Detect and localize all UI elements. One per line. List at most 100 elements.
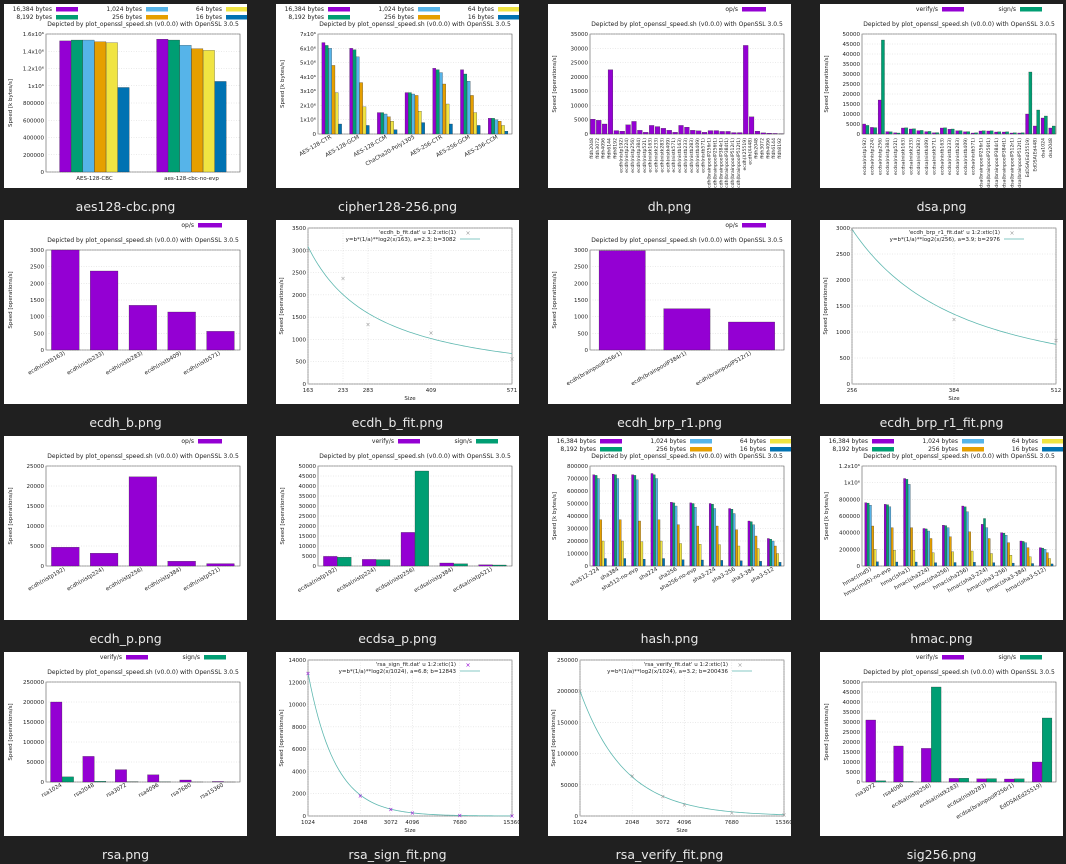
x-tick-label: ecdh(nistb163) — [677, 138, 683, 173]
bar — [1014, 779, 1024, 782]
x-tick-label: ecdh(nistp521) — [642, 138, 648, 173]
thumbnail-cipher128-256[interactable]: 16,384 bytes 1,024 bytes 64 bytes 8,192 byt… — [276, 4, 519, 188]
file-name-label[interactable]: rsa_verify_fit.png — [550, 847, 790, 862]
bar — [982, 131, 985, 134]
bar — [639, 521, 641, 566]
thumbnail-hmac[interactable]: 16,384 bytes 1,024 bytes 64 bytes 8,192 byt… — [820, 436, 1063, 620]
y-tick-label: 2500 — [836, 252, 850, 258]
bar — [716, 526, 718, 566]
bar — [767, 539, 769, 567]
x-tick-label: ffdh2048 — [754, 138, 760, 159]
thumbnail-rsa_sign_fit[interactable]: 'rsa_sign_fit.dat' u 1:2:xtic(1) × y=b*(1/… — [276, 652, 519, 836]
bar — [930, 539, 932, 567]
bar — [323, 556, 337, 566]
y-tick-label: 1500 — [836, 304, 850, 310]
bar — [906, 479, 908, 566]
bar — [394, 130, 397, 134]
file-name-label[interactable]: ecdh_brp_r1.png — [550, 415, 790, 430]
thumbnail-ecdsa_p[interactable]: verify/s sign/s Depicted by plot_openssl_s… — [276, 436, 519, 620]
file-name-label[interactable]: hmac.png — [822, 631, 1062, 646]
file-name-label[interactable]: ecdh_b.png — [6, 415, 246, 430]
bar — [418, 111, 421, 134]
file-name-label[interactable]: dsa.png — [822, 199, 1062, 214]
y-tick-label: 5000 — [574, 118, 588, 124]
chart-image: verify/s sign/sDepicted by plot_openssl_s… — [820, 652, 1063, 836]
x-tick-label: ecdsa(nistp384) — [885, 138, 891, 175]
bar — [619, 520, 621, 566]
data-point: × — [388, 806, 393, 813]
file-name-label[interactable]: ecdh_p.png — [6, 631, 246, 646]
bar — [732, 133, 737, 134]
y-tick-label: 0 — [313, 132, 317, 138]
bar — [743, 45, 748, 134]
bar — [90, 271, 118, 350]
legend-label: 256 bytes — [112, 14, 142, 21]
file-name-label[interactable]: ecdh_b_fit.png — [278, 415, 518, 430]
y-tick-label: 200000 — [557, 689, 578, 695]
bar — [893, 550, 895, 566]
y-tick-label: 45000 — [843, 42, 861, 48]
y-tick-label: 250000 — [23, 680, 44, 686]
bar — [904, 781, 914, 782]
x-tick-label: ecdsa(nistp256) — [877, 138, 883, 175]
bar — [632, 121, 637, 134]
bar — [987, 131, 990, 134]
x-tick-label: ecdh(nistb163) — [27, 351, 66, 377]
x-axis-label: Size — [948, 396, 960, 402]
thumbnail-ecdh_b_fit[interactable]: 'ecdh_b_fit.dat' u 1:2:xtic(1) × y=b*(1/a)… — [276, 220, 519, 404]
y-tick-label: 2x10⁶ — [300, 102, 317, 109]
x-tick-label: ecdsa(brainpoolP384r1) — [994, 138, 1000, 188]
bar — [168, 40, 179, 172]
thumbnail-ecdh_b[interactable]: op/s Depicted by plot_openssl_speed.sh (v… — [4, 220, 247, 404]
bar — [677, 525, 679, 566]
file-name-label[interactable]: rsa.png — [6, 847, 246, 862]
thumbnail-rsa[interactable]: verify/s sign/s Depicted by plot_openssl_s… — [4, 652, 247, 836]
data-point: × — [428, 330, 433, 337]
thumbnail-ecdh_brp_r1_fit[interactable]: 'ecdh_brp_r1_fit.dat' u 1:2:xtic(1) × y=b*… — [820, 220, 1063, 404]
bar — [653, 475, 655, 566]
y-tick-label: 25000 — [27, 464, 45, 470]
y-tick-label: 3000 — [574, 248, 588, 254]
y-tick-label: 200000 — [839, 547, 860, 553]
x-tick-label: dsa1024 — [1040, 138, 1046, 158]
legend-label: 'rsa_sign_fit.dat' u 1:2:xtic(1) — [376, 662, 456, 668]
thumbnail-aes128-cbc[interactable]: 16,384 bytes 1,024 bytes 64 bytes 8,192 byt… — [4, 4, 247, 188]
thumbnail-rsa_verify_fit[interactable]: 'rsa_verify_fit.dat' u 1:2:xtic(1) × y=b*(… — [548, 652, 791, 836]
legend-label: verify/s — [916, 654, 938, 661]
file-name-label[interactable]: dh.png — [550, 199, 790, 214]
file-name-label[interactable]: sig256.png — [822, 847, 1062, 862]
y-tick-label: 5x10⁶ — [300, 60, 317, 67]
legend-label: sign/s — [454, 438, 472, 445]
bar — [962, 506, 964, 566]
thumbnail-ecdh_brp_r1[interactable]: op/s Depicted by plot_openssl_speed.sh (v… — [548, 220, 791, 404]
x-tick-label: 571 — [507, 388, 518, 394]
bar — [867, 503, 869, 566]
file-name-label[interactable]: aes128-cbc.png — [6, 199, 246, 214]
y-tick-label: 1.2x10⁶ — [839, 463, 861, 470]
legend-label: 256 bytes — [928, 446, 958, 453]
file-name-label[interactable]: hash.png — [550, 631, 790, 646]
thumbnail-hash[interactable]: 16,384 bytes 1,024 bytes 64 bytes 8,192 byt… — [548, 436, 791, 620]
thumbnail-dsa[interactable]: verify/s sign/s Depicted by plot_openssl_s… — [820, 4, 1063, 188]
x-tick-label: rsa3072 — [105, 783, 127, 799]
file-name-label[interactable]: ecdsa_p.png — [278, 631, 518, 646]
file-name-label[interactable]: ecdh_brp_r1_fit.png — [822, 415, 1062, 430]
y-tick-label: 1.6x10⁶ — [23, 31, 45, 38]
file-name-label[interactable]: rsa_sign_fit.png — [278, 847, 518, 862]
legend-swatch — [1042, 447, 1063, 452]
thumbnail-dh[interactable]: op/s Depicted by plot_openssl_speed.sh (v… — [548, 4, 791, 188]
legend-swatch — [770, 439, 791, 444]
bar — [951, 129, 954, 134]
bar — [995, 132, 998, 134]
bar — [207, 331, 235, 350]
y-axis-label: Speed [operations/s] — [824, 703, 830, 760]
file-name-label[interactable]: cipher128-256.png — [278, 199, 518, 214]
thumbnail-sig256[interactable]: verify/s sign/s Depicted by plot_openssl_s… — [820, 652, 1063, 836]
x-tick-label: ffdh2048 — [589, 138, 595, 159]
thumbnail-ecdh_p[interactable]: op/s Depicted by plot_openssl_speed.sh (v… — [4, 436, 247, 620]
bar — [637, 130, 642, 134]
bar — [959, 778, 969, 782]
chart-image: op/s Depicted by plot_openssl_speed.sh (v… — [4, 436, 247, 620]
y-axis-label: Speed [operations/s] — [824, 55, 830, 112]
bar — [1004, 779, 1014, 782]
